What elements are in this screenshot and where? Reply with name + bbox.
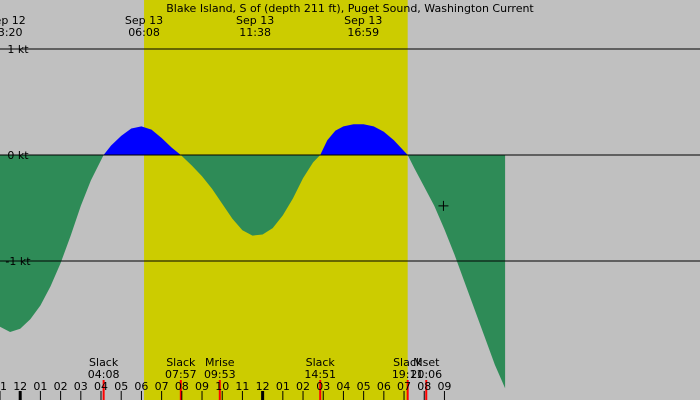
x-tick-label: 06: [377, 380, 391, 393]
event-time: 20:06: [410, 368, 442, 381]
x-tick-label: 09: [195, 380, 209, 393]
event-time: 14:51: [304, 368, 336, 381]
x-tick-label: 06: [134, 380, 148, 393]
x-ticks: 11 12 01 02 03 04 05 06 07 08 09 10 11 12 01 02 03 04 05 06…: [0, 380, 451, 400]
event-time: 07:57: [165, 368, 197, 381]
event-label: Slack: [393, 356, 423, 369]
event-time: 04:08: [88, 368, 120, 381]
header-time: 11:38: [239, 26, 271, 39]
x-tick-label: 03: [316, 380, 330, 393]
ebb-area: [407, 155, 506, 389]
x-tick-label: 05: [357, 380, 371, 393]
event-label: Slack: [306, 356, 336, 369]
flood-area: [103, 126, 181, 155]
event-time: 09:53: [204, 368, 236, 381]
header-time: 16:59: [347, 26, 379, 39]
x-tick-label: 07: [397, 380, 411, 393]
header-time: 23:20: [0, 26, 23, 39]
y-gridlines: 1 kt 0 kt -1 kt: [0, 43, 700, 268]
x-tick-label: 07: [155, 380, 169, 393]
x-tick-label: 11: [0, 380, 7, 393]
x-tick-label: 02: [296, 380, 310, 393]
event-label: Mrise: [205, 356, 235, 369]
y-tick-label: -1 kt: [5, 255, 31, 268]
event-label: Slack: [166, 356, 196, 369]
event-time: 19:11: [392, 368, 424, 381]
x-tick-label: 01: [276, 380, 290, 393]
x-tick-label: 03: [74, 380, 88, 393]
x-tick-label: 04: [94, 380, 108, 393]
header-time: 06:08: [128, 26, 160, 39]
chart-title: Blake Island, S of (depth 211 ft), Puget…: [166, 2, 534, 15]
crosshair-marker: [438, 200, 449, 211]
x-tick-label: 08: [175, 380, 189, 393]
header-date: Sep 12: [0, 14, 26, 27]
ebb-area: [0, 155, 104, 332]
x-tick-label: 10: [215, 380, 229, 393]
x-tick-label: 02: [54, 380, 68, 393]
event-label: Slack: [89, 356, 119, 369]
y-tick-label: 1 kt: [7, 43, 29, 56]
header-date: Sep 13: [236, 14, 274, 27]
x-tick-label: 11: [235, 380, 249, 393]
x-tick-label: 09: [437, 380, 451, 393]
y-tick-label: 0 kt: [7, 149, 29, 162]
event-label: Mset: [413, 356, 440, 369]
events: Slack04:08Slack07:57Mrise09:53Slack14:51…: [88, 356, 442, 400]
current-area: [0, 124, 506, 389]
ebb-area: [180, 155, 321, 236]
header-date: Sep 13: [344, 14, 382, 27]
x-tick-label: 04: [336, 380, 350, 393]
x-tick-label: 01: [33, 380, 47, 393]
x-tick-label: 08: [417, 380, 431, 393]
x-tick-label: 12: [256, 380, 270, 393]
x-tick-label: 12: [13, 380, 27, 393]
x-tick-label: 05: [114, 380, 128, 393]
header-date: Sep 13: [125, 14, 163, 27]
flood-area: [320, 124, 408, 155]
